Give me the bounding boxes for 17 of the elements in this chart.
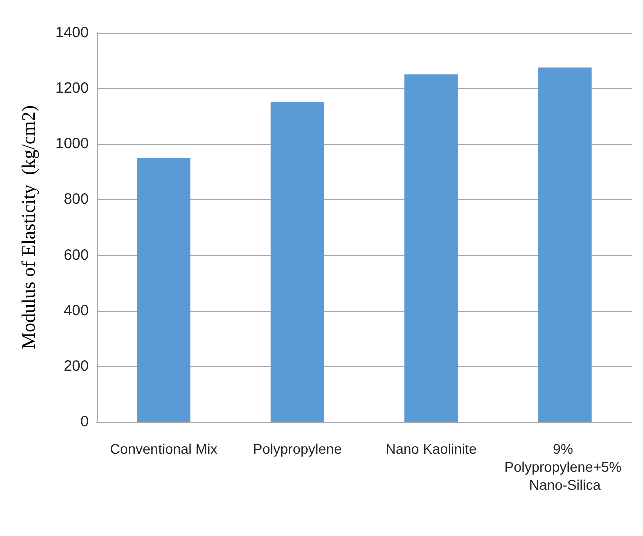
y-tick-label: 1000 [56, 136, 89, 153]
bar [270, 102, 324, 422]
y-axis-title: Modulus of Elasticity (kg/cm2) [19, 106, 40, 350]
y-tick-label: 800 [64, 191, 89, 208]
x-tick-label: Nano Kaolinite [386, 441, 478, 457]
y-tick-label: 600 [64, 246, 89, 264]
x-tick-label: 9% Polypropylene+5% Nano-Silica [504, 441, 626, 493]
bar [404, 74, 458, 422]
x-tick-label: Conventional Mix [110, 441, 218, 457]
x-tick-label: Polypropylene [253, 441, 342, 457]
y-tick-label: 200 [64, 358, 89, 375]
y-tick-label: 1400 [56, 24, 89, 42]
y-tick-label: 0 [80, 414, 89, 430]
bar [538, 68, 592, 422]
bar [137, 158, 191, 422]
y-tick-label: 1200 [56, 80, 89, 98]
y-tick-label: 400 [64, 302, 89, 320]
